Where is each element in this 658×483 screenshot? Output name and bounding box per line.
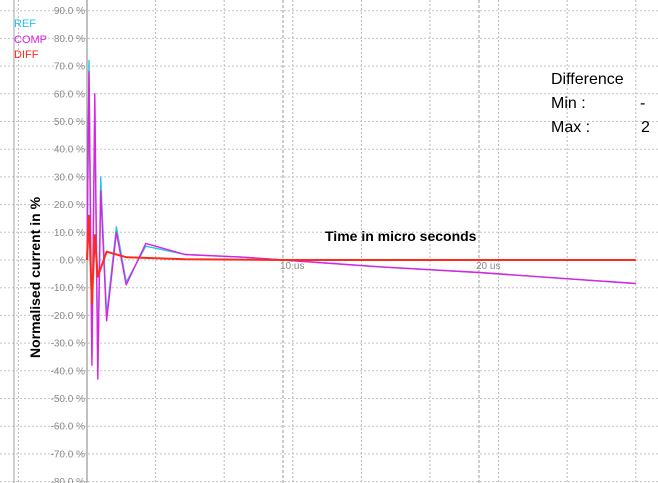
- y-tick-label: -10.0 %: [51, 283, 86, 294]
- stats-min-value: -: [640, 95, 645, 112]
- y-tick-label: -60.0 %: [51, 422, 86, 433]
- y-tick-label: -20.0 %: [51, 311, 86, 322]
- stats-title: Difference: [551, 71, 624, 88]
- y-tick-label: -50.0 %: [51, 394, 86, 405]
- y-tick-label: 30.0 %: [54, 172, 85, 183]
- y-tick-label: 50.0 %: [54, 117, 85, 128]
- y-tick-label: 20.0 %: [54, 200, 85, 211]
- series-line-diff: [86, 214, 636, 306]
- y-tick-labels: 90.0 % 80.0 % 70.0 % 60.0 % 50.0 % 40.0 % 30.0…: [51, 6, 86, 483]
- stats-min-label: Min :: [551, 95, 586, 112]
- y-tick-label: 40.0 %: [54, 145, 85, 156]
- y-tick-label: 0.0 %: [59, 256, 85, 267]
- y-tick-label: 60.0 %: [54, 89, 85, 100]
- legend-item-ref: REF: [14, 18, 36, 30]
- y-tick-label: 10.0 %: [54, 228, 85, 239]
- y-tick-label: -70.0 %: [51, 449, 86, 460]
- y-tick-label: -40.0 %: [51, 366, 86, 377]
- legend-item-comp: COMP: [14, 34, 47, 46]
- stats-max-value: 2: [641, 119, 650, 136]
- y-tick-label: 80.0 %: [54, 34, 85, 45]
- x-axis-label: Time in micro seconds: [325, 228, 477, 244]
- x-tick-labels: 10 us 20 us: [280, 261, 500, 272]
- legend: REF COMP DIFF: [14, 18, 47, 61]
- difference-stats-panel: Difference Min : - Max : 2: [551, 71, 650, 136]
- y-tick-label: 70.0 %: [54, 62, 85, 73]
- y-tick-label: 90.0 %: [54, 6, 85, 17]
- x-tick-label: 20 us: [476, 261, 500, 272]
- legend-item-diff: DIFF: [14, 49, 39, 61]
- y-tick-label: -80.0 %: [51, 477, 86, 483]
- stats-max-label: Max :: [551, 119, 590, 136]
- y-axis-label: Normalised current in %: [27, 196, 43, 358]
- series-line-comp: [86, 70, 636, 380]
- series-lines: [86, 59, 636, 380]
- y-tick-label: -30.0 %: [51, 339, 86, 350]
- x-tick-label: 10 us: [280, 261, 304, 272]
